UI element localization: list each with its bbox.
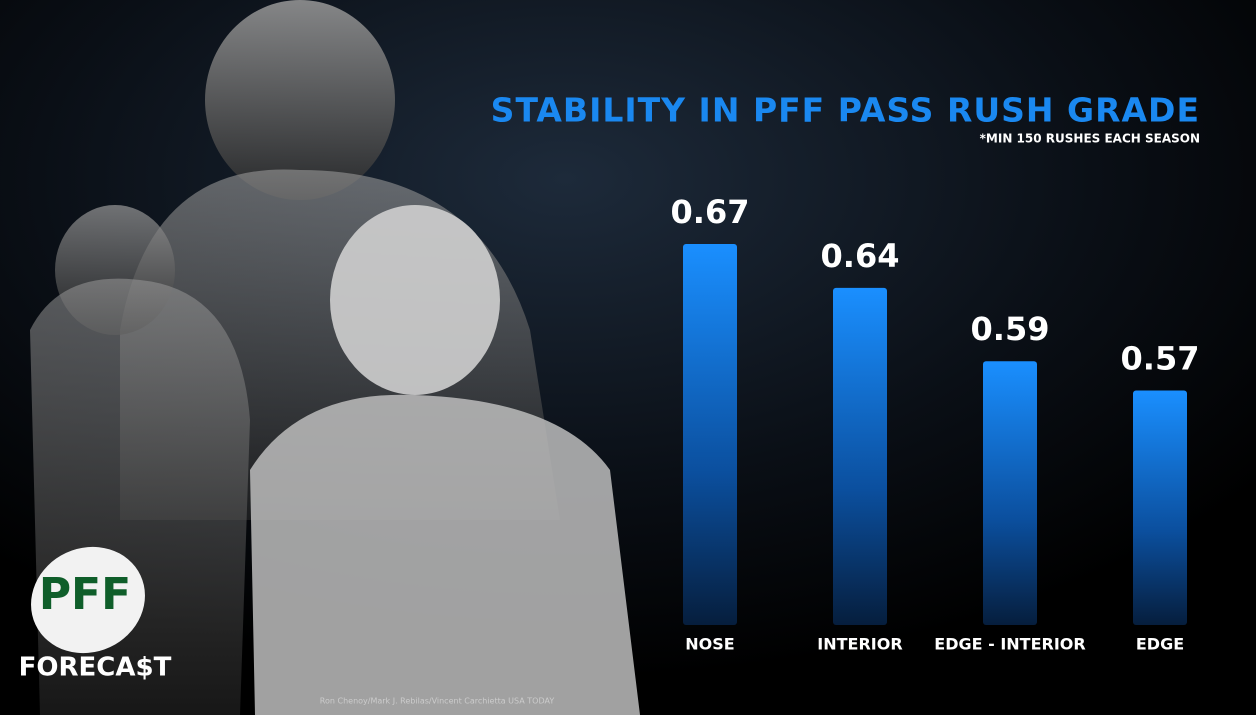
x-tick-label: INTERIOR	[817, 635, 902, 654]
bar	[1133, 390, 1187, 625]
photo-credit: Ron Chenoy/Mark J. Rebilas/Vincent Carch…	[320, 697, 555, 706]
logo-top: PFF	[39, 569, 131, 620]
value-label: 0.67	[671, 193, 750, 231]
chart-subtitle: *MIN 150 RUSHES EACH SEASON	[980, 132, 1200, 146]
logo-bottom: FORECA$T	[19, 653, 172, 683]
x-tick-label: EDGE - INTERIOR	[934, 635, 1085, 654]
value-label: 0.57	[1121, 340, 1200, 378]
x-tick-label: NOSE	[685, 635, 734, 654]
x-tick-label: EDGE	[1136, 635, 1184, 654]
value-label: 0.64	[821, 237, 900, 275]
logo: PFF FORECA$T	[19, 546, 172, 683]
chart-title: STABILITY IN PFF PASS RUSH GRADE	[491, 91, 1200, 130]
value-label: 0.59	[971, 310, 1050, 348]
player-photo	[30, 0, 640, 715]
bar	[833, 287, 887, 625]
bar	[983, 361, 1037, 625]
bar	[683, 243, 737, 625]
